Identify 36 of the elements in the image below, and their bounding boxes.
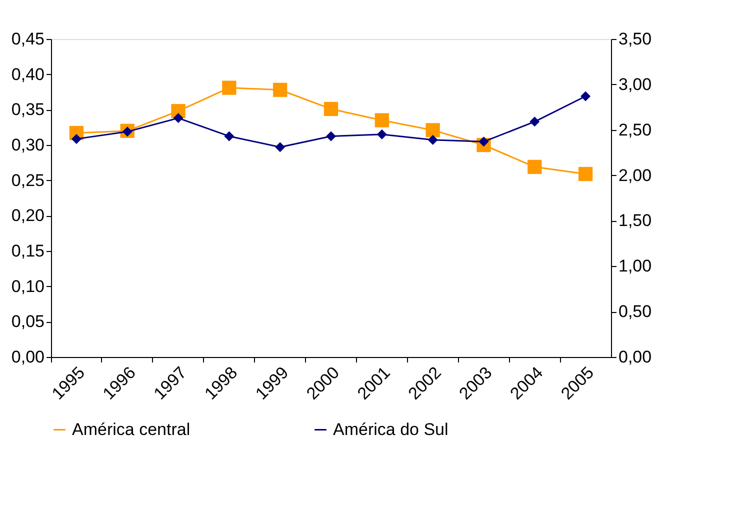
point <box>273 82 288 97</box>
y-tick-label: 0,15 <box>11 242 44 260</box>
y2-tick-label: 3,00 <box>618 74 652 94</box>
point <box>326 131 336 142</box>
y2-tick-label: 0,00 <box>618 348 652 366</box>
point <box>224 131 234 142</box>
point <box>376 129 387 140</box>
point <box>578 166 593 182</box>
point <box>324 102 338 116</box>
y2-tick-label: 0,50 <box>618 302 652 322</box>
point <box>71 134 82 144</box>
y-tick-label: 0,20 <box>11 206 44 226</box>
point <box>428 134 438 145</box>
y2-tick-label: 1,50 <box>618 211 652 230</box>
y-tick-label: 0,10 <box>11 276 44 296</box>
point <box>374 113 389 128</box>
y-tick-label: 0,35 <box>11 100 44 120</box>
y2-tick-label: 1,00 <box>618 256 652 276</box>
point <box>580 91 591 102</box>
point <box>528 160 542 174</box>
point <box>530 116 540 127</box>
y2-tick-label: 2,50 <box>618 120 652 140</box>
y-tick-label: 0,25 <box>11 170 44 190</box>
legend-label: América do Sul <box>333 420 448 439</box>
point <box>275 142 286 152</box>
y-tick-label: 0,40 <box>11 64 44 84</box>
legend-label: América central <box>72 420 190 439</box>
y-tick-label: 0,45 <box>11 30 44 48</box>
y2-tick-label: 2,00 <box>618 166 652 185</box>
y-tick-label: 0,30 <box>11 136 44 154</box>
y2-tick-label: 3,50 <box>618 30 652 48</box>
point <box>173 113 184 124</box>
y-tick-label: 0,05 <box>11 312 44 332</box>
point <box>426 123 440 138</box>
y-tick-label: 0,00 <box>11 348 44 366</box>
point <box>222 80 236 95</box>
